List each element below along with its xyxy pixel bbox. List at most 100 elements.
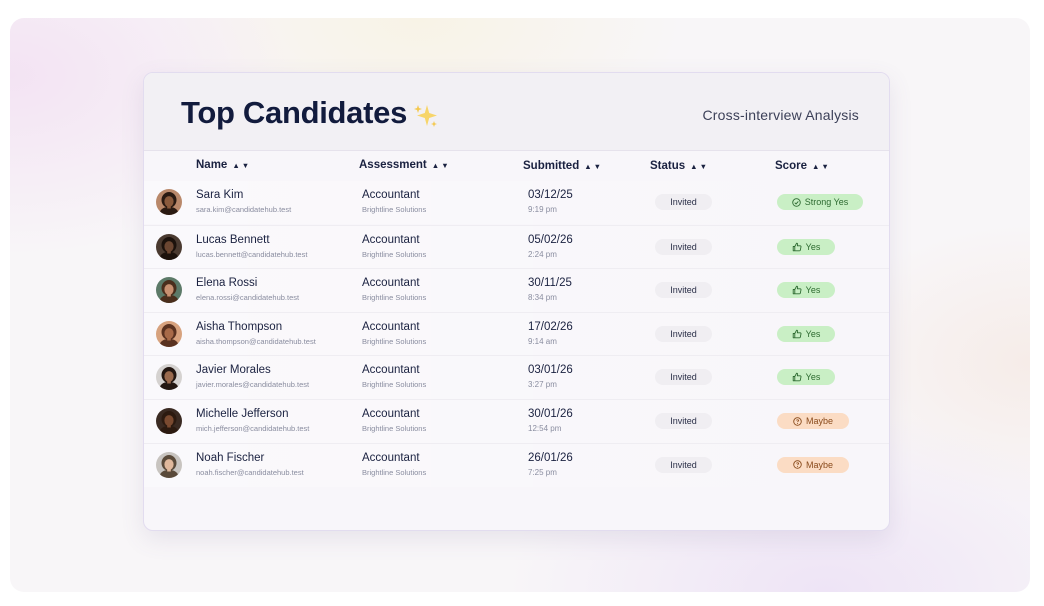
candidate-name[interactable]: Lucas Bennett [196, 233, 270, 246]
score-label: Yes [805, 372, 821, 383]
candidate-email: lucas.bennett@candidatehub.test [196, 249, 308, 259]
status-badge: Invited [655, 369, 712, 386]
candidate-name[interactable]: Michelle Jefferson [196, 408, 289, 420]
submitted-date: 30/01/26 [528, 408, 573, 420]
assessment-company: Brightline Solutions [362, 293, 427, 303]
thumbs-up-icon [792, 329, 802, 339]
thumbs-up-icon [792, 285, 802, 295]
candidate-name[interactable]: Elena Rossi [196, 277, 258, 290]
submitted-date: 05/02/26 [528, 233, 573, 246]
score-badge: Maybe [777, 413, 849, 429]
question-circle-icon [793, 460, 802, 469]
candidate-name[interactable]: Aisha Thompson [196, 320, 283, 333]
score-label: Maybe [805, 416, 833, 426]
column-header-assessment[interactable]: Assessment ▲▼ [359, 159, 451, 171]
card-header: Top Candidates Cross-interview Analysis [144, 73, 889, 151]
score-badge: Yes [777, 369, 835, 386]
score-badge: Yes [777, 325, 835, 342]
status-badge: Invited [655, 413, 712, 429]
table-row[interactable]: Noah Fischer noah.fischer@candidatehub.te… [144, 442, 889, 487]
submitted-time: 7:25 pm [528, 467, 557, 477]
score-label: Yes [805, 241, 821, 252]
assessment-role: Accountant [362, 320, 420, 333]
submitted-time: 9:14 am [528, 336, 557, 346]
avatar[interactable] [156, 277, 182, 304]
assessment-company: Brightline Solutions [362, 424, 427, 433]
column-header-assessment-label: Assessment [359, 159, 427, 171]
sort-arrows-icon[interactable]: ▲▼ [584, 161, 604, 171]
status-badge: Invited [655, 238, 712, 255]
table-row[interactable]: Lucas Bennett lucas.bennett@candidatehub.… [144, 224, 889, 269]
submitted-date: 17/02/26 [528, 320, 573, 333]
assessment-company: Brightline Solutions [362, 380, 427, 390]
avatar[interactable] [156, 408, 182, 434]
assessment-company: Brightline Solutions [362, 467, 427, 477]
submitted-time: 3:27 pm [528, 380, 557, 390]
submitted-time: 9:19 pm [528, 205, 557, 214]
column-header-submitted-label: Submitted [523, 160, 580, 172]
candidate-email: noah.fischer@candidatehub.test [196, 467, 304, 477]
assessment-role: Accountant [362, 408, 420, 420]
table-row[interactable]: Javier Morales javier.morales@candidatehu… [144, 355, 889, 400]
assessment-role: Accountant [362, 189, 420, 201]
column-header-status-label: Status [650, 160, 686, 172]
candidate-name[interactable]: Noah Fischer [196, 451, 265, 464]
submitted-date: 30/11/25 [528, 277, 572, 290]
thumbs-up-icon [792, 373, 802, 382]
column-header-score[interactable]: Score ▲▼ [775, 160, 831, 172]
sort-arrows-icon[interactable]: ▲▼ [690, 161, 710, 171]
table-row[interactable]: Elena Rossi elena.rossi@candidatehub.test… [144, 268, 889, 313]
avatar[interactable] [156, 233, 182, 260]
status-badge: Invited [655, 194, 712, 210]
sort-arrows-icon[interactable]: ▲▼ [431, 160, 451, 170]
submitted-date: 26/01/26 [528, 451, 573, 464]
column-header-status[interactable]: Status ▲▼ [650, 160, 709, 172]
candidate-name[interactable]: Javier Morales [196, 364, 271, 377]
candidate-email: mich.jefferson@candidatehub.test [196, 424, 310, 433]
avatar[interactable] [156, 189, 182, 215]
status-badge: Invited [655, 282, 712, 299]
page-title: Top Candidates [181, 95, 408, 130]
column-header-name-label: Name [196, 159, 228, 171]
column-header-name[interactable]: Name ▲▼ [196, 159, 251, 171]
score-label: Maybe [805, 459, 833, 470]
thumbs-up-icon [792, 242, 802, 251]
score-label: Yes [805, 285, 821, 296]
score-badge: Maybe [777, 456, 849, 473]
check-circle-icon [791, 197, 801, 207]
table-row[interactable]: Aisha Thompson aisha.thompson@candidatehu… [144, 311, 889, 356]
status-badge: Invited [655, 456, 712, 473]
assessment-role: Accountant [362, 233, 420, 246]
assessment-company: Brightline Solutions [362, 205, 427, 214]
sort-arrows-icon[interactable]: ▲▼ [232, 160, 252, 170]
candidate-email: elena.rossi@candidatehub.test [196, 293, 300, 303]
table-row[interactable]: Sara Kim sara.kim@candidatehub.test Accoun… [144, 181, 889, 224]
score-badge: Strong Yes [777, 194, 863, 210]
sparkle-icon [414, 105, 437, 127]
top-candidates-card: Top Candidates Cross-interview Analysis … [143, 72, 890, 531]
table-row[interactable]: Michelle Jefferson mich.jefferson@candida… [144, 399, 889, 443]
avatar[interactable] [156, 320, 182, 347]
cross-interview-analysis-label: Cross-interview Analysis [702, 107, 859, 123]
assessment-company: Brightline Solutions [362, 336, 427, 346]
score-badge: Yes [777, 282, 835, 299]
sort-arrows-icon[interactable]: ▲▼ [811, 161, 831, 171]
question-circle-icon [793, 416, 802, 426]
column-header-score-label: Score [775, 160, 807, 172]
submitted-time: 2:24 pm [528, 249, 557, 259]
score-label: Yes [805, 328, 821, 339]
assessment-role: Accountant [362, 364, 420, 377]
assessment-role: Accountant [362, 451, 420, 464]
assessment-company: Brightline Solutions [362, 249, 427, 259]
score-label: Strong Yes [804, 197, 849, 207]
submitted-time: 12:54 pm [528, 424, 562, 433]
candidate-name[interactable]: Sara Kim [196, 189, 244, 201]
submitted-date: 03/01/26 [528, 364, 573, 377]
assessment-role: Accountant [362, 277, 420, 290]
score-badge: Yes [777, 238, 835, 255]
column-header-submitted[interactable]: Submitted ▲▼ [523, 160, 603, 172]
avatar[interactable] [156, 451, 182, 478]
avatar[interactable] [156, 364, 182, 391]
status-badge: Invited [655, 325, 712, 342]
candidate-email: javier.morales@candidatehub.test [196, 380, 310, 390]
